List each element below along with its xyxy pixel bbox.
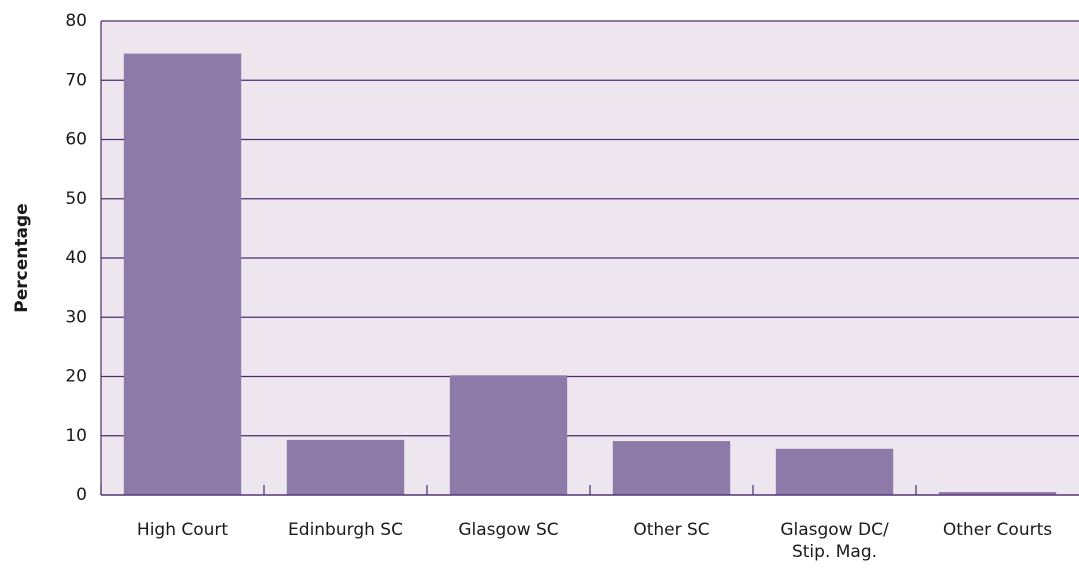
x-tick-label: High Court [137,520,229,540]
bar [775,448,894,495]
y-tick-label: 30 [65,307,87,327]
y-tick-label: 10 [65,426,87,446]
x-tick-label: Glasgow DC/Stip. Mag. [780,520,889,562]
x-tick-label: Other SC [633,520,709,540]
x-tick-label: Edinburgh SC [288,520,403,540]
bar [123,53,242,496]
x-tick-label: Glasgow SC [458,520,558,540]
x-tick-label: Other Courts [943,520,1052,540]
y-tick-label: 60 [65,130,87,150]
y-tick-label: 70 [65,70,87,90]
bar [286,439,405,495]
bar [612,441,731,495]
y-tick-label: 0 [76,485,87,505]
y-axis-title: Percentage [12,203,32,312]
y-tick-label: 50 [65,189,87,209]
y-tick-label: 20 [65,367,87,387]
bar [449,375,568,495]
y-tick-label: 80 [65,11,87,31]
y-tick-label: 40 [65,248,87,268]
bar [938,492,1057,495]
